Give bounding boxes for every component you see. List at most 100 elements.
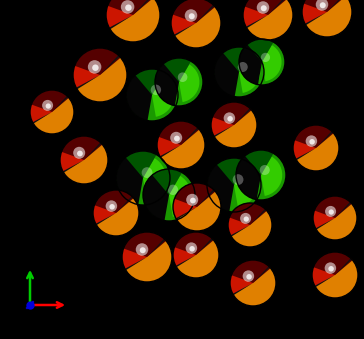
- Wedge shape: [152, 76, 174, 117]
- Wedge shape: [63, 160, 84, 173]
- Wedge shape: [304, 0, 346, 12]
- Wedge shape: [174, 23, 196, 36]
- Circle shape: [93, 190, 139, 236]
- Wedge shape: [126, 151, 157, 178]
- Wedge shape: [94, 190, 134, 213]
- Wedge shape: [214, 47, 239, 97]
- Wedge shape: [236, 150, 261, 200]
- Circle shape: [73, 48, 127, 102]
- Circle shape: [46, 103, 51, 109]
- Wedge shape: [207, 158, 234, 212]
- Circle shape: [228, 116, 233, 122]
- Circle shape: [211, 102, 257, 148]
- Circle shape: [125, 4, 132, 11]
- Wedge shape: [31, 90, 69, 112]
- Wedge shape: [76, 75, 100, 89]
- Wedge shape: [261, 157, 282, 196]
- Circle shape: [140, 247, 146, 253]
- Wedge shape: [135, 69, 165, 95]
- Wedge shape: [76, 56, 127, 102]
- Circle shape: [312, 252, 358, 298]
- Circle shape: [257, 1, 269, 14]
- Wedge shape: [100, 55, 120, 75]
- Wedge shape: [246, 15, 268, 28]
- Circle shape: [106, 0, 160, 42]
- Wedge shape: [96, 213, 116, 225]
- Circle shape: [239, 39, 285, 85]
- Circle shape: [214, 47, 264, 97]
- Wedge shape: [96, 197, 139, 236]
- Circle shape: [77, 151, 83, 156]
- Wedge shape: [181, 127, 198, 145]
- Wedge shape: [125, 239, 172, 282]
- Wedge shape: [32, 112, 52, 124]
- Wedge shape: [179, 64, 199, 102]
- Wedge shape: [327, 0, 345, 12]
- Wedge shape: [123, 232, 166, 257]
- Wedge shape: [84, 142, 102, 160]
- Circle shape: [230, 260, 276, 306]
- Wedge shape: [174, 5, 221, 48]
- Wedge shape: [305, 12, 327, 25]
- Circle shape: [73, 147, 85, 159]
- Circle shape: [309, 139, 315, 144]
- Circle shape: [186, 194, 198, 206]
- Wedge shape: [245, 150, 273, 175]
- Circle shape: [173, 232, 219, 278]
- Circle shape: [171, 0, 221, 48]
- Circle shape: [223, 112, 235, 124]
- Wedge shape: [163, 58, 191, 82]
- Circle shape: [246, 274, 252, 280]
- Wedge shape: [52, 96, 68, 112]
- Wedge shape: [316, 202, 357, 240]
- Wedge shape: [239, 39, 262, 85]
- Circle shape: [122, 232, 172, 282]
- Circle shape: [143, 169, 195, 221]
- Wedge shape: [313, 252, 353, 275]
- Wedge shape: [247, 39, 273, 62]
- Circle shape: [42, 100, 53, 111]
- Circle shape: [243, 270, 254, 282]
- Wedge shape: [62, 136, 102, 160]
- Circle shape: [228, 203, 272, 247]
- Circle shape: [30, 90, 74, 134]
- Circle shape: [189, 246, 195, 252]
- Wedge shape: [212, 102, 252, 125]
- Circle shape: [189, 13, 195, 19]
- Wedge shape: [174, 232, 214, 255]
- Circle shape: [238, 62, 248, 72]
- Circle shape: [261, 5, 267, 11]
- Wedge shape: [214, 109, 257, 148]
- Circle shape: [293, 125, 339, 171]
- Wedge shape: [143, 169, 169, 221]
- Wedge shape: [196, 5, 214, 23]
- Circle shape: [328, 266, 334, 272]
- Wedge shape: [116, 151, 143, 205]
- Wedge shape: [296, 132, 339, 171]
- Wedge shape: [262, 45, 281, 81]
- Circle shape: [121, 0, 134, 14]
- Circle shape: [207, 158, 261, 212]
- Wedge shape: [176, 239, 219, 278]
- Wedge shape: [246, 0, 293, 40]
- Wedge shape: [223, 47, 252, 72]
- Wedge shape: [316, 218, 335, 230]
- Circle shape: [302, 0, 352, 37]
- Circle shape: [116, 151, 170, 205]
- Circle shape: [260, 165, 270, 175]
- Wedge shape: [232, 260, 270, 283]
- Circle shape: [243, 0, 293, 40]
- Wedge shape: [133, 0, 153, 15]
- Circle shape: [325, 206, 336, 217]
- Wedge shape: [239, 54, 260, 93]
- Circle shape: [240, 213, 251, 224]
- Wedge shape: [253, 266, 270, 283]
- Circle shape: [186, 242, 197, 254]
- Wedge shape: [147, 239, 165, 257]
- Circle shape: [151, 85, 161, 95]
- Wedge shape: [125, 257, 147, 270]
- Circle shape: [109, 204, 115, 210]
- Wedge shape: [315, 259, 358, 298]
- Circle shape: [244, 216, 249, 222]
- Wedge shape: [214, 125, 234, 137]
